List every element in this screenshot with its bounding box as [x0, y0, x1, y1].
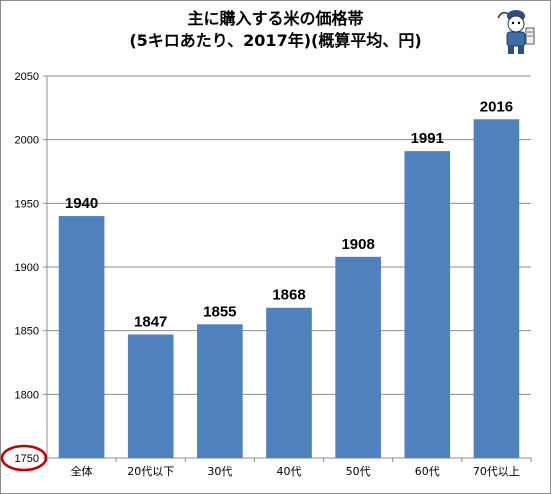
chart-subtitle: (5キロあたり、2017年)(概算平均、円)	[129, 31, 422, 50]
y-tick-label: 2050	[15, 71, 39, 83]
y-tick-label: 1900	[15, 262, 39, 274]
x-tick-label: 20代以下	[127, 465, 174, 478]
bar	[58, 216, 105, 458]
y-tick-label: 2000	[15, 135, 39, 147]
y-tick-label: 1950	[15, 198, 39, 210]
bar	[197, 324, 243, 458]
chart-title: 主に購入する米の価格帯	[187, 9, 364, 28]
data-label: 1908	[341, 236, 374, 253]
y-tick-label: 1800	[15, 389, 39, 401]
x-tick-label: 60代	[415, 465, 440, 478]
chart-title-block: 主に購入する米の価格帯 (5キロあたり、2017年)(概算平均、円)	[0, 8, 551, 52]
x-tick-label: 40代	[277, 465, 302, 478]
mascot-logo-icon	[497, 10, 535, 54]
data-label: 2016	[480, 98, 513, 115]
x-tick-label: 30代	[207, 465, 232, 478]
bar	[473, 119, 520, 458]
bar	[335, 256, 381, 458]
bar	[404, 151, 451, 459]
highlight-ellipse	[0, 444, 48, 472]
data-label: 1991	[411, 130, 444, 147]
data-label: 1847	[134, 313, 167, 330]
bar	[266, 307, 312, 458]
x-tick-label: 全体	[71, 464, 93, 478]
bar	[127, 334, 174, 458]
y-tick-label: 1850	[15, 326, 39, 338]
data-label: 1868	[272, 287, 305, 304]
data-label: 1855	[203, 303, 236, 320]
x-tick-label: 50代	[346, 465, 371, 478]
y-tick-label: 1750	[15, 453, 39, 465]
x-tick-label: 70代以上	[473, 465, 520, 478]
data-label: 1940	[65, 195, 98, 212]
